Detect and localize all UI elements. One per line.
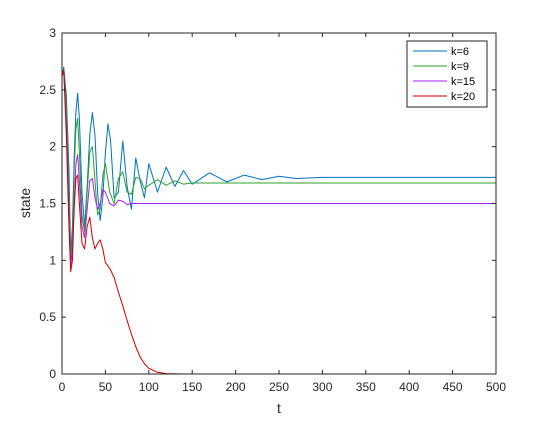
y-tick-label: 0 — [49, 367, 56, 381]
x-tick-label: 350 — [356, 380, 376, 394]
x-tick-label: 100 — [139, 380, 159, 394]
series-line-0 — [61, 66, 496, 256]
series-line-1 — [61, 68, 496, 261]
x-tick-label: 250 — [269, 380, 289, 394]
y-tick-label: 0.5 — [39, 310, 56, 324]
legend-label-0: k=6 — [451, 46, 469, 58]
legend-label-3: k=20 — [451, 91, 475, 103]
x-tick-label: 400 — [399, 380, 419, 394]
series-layer — [61, 66, 496, 375]
y-tick-label: 1.5 — [39, 197, 56, 211]
series-line-3 — [61, 70, 496, 375]
y-tick-label: 2 — [49, 140, 56, 154]
axes-layer: 0 50 100 150 200 250 300 350 400 450 500 0 0.5 1 1.5 2 2… — [39, 26, 506, 394]
x-tick-label: 0 — [59, 380, 66, 394]
x-tick-label: 500 — [486, 380, 506, 394]
x-tick-label: 300 — [312, 380, 332, 394]
legend-label-1: k=9 — [451, 61, 469, 73]
x-tick-label: 150 — [182, 380, 202, 394]
y-tick-label: 3 — [49, 26, 56, 40]
y-axis-label: state — [17, 188, 33, 219]
y-tick-label: 1 — [49, 253, 56, 267]
x-tick-label: 450 — [443, 380, 463, 394]
y-tick-label: 2.5 — [39, 83, 56, 97]
x-tick-label: 200 — [226, 380, 246, 394]
legend-label-2: k=15 — [451, 76, 475, 88]
legend: k=6 k=9 k=15 k=20 — [406, 40, 488, 108]
x-tick-label: 50 — [99, 380, 113, 394]
x-axis-label: t — [277, 400, 281, 416]
